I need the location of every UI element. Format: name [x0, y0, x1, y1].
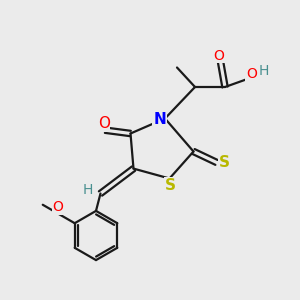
Text: O: O: [214, 49, 224, 62]
Text: H: H: [83, 183, 93, 197]
Text: S: S: [218, 155, 230, 170]
Text: O: O: [98, 116, 110, 131]
Text: O: O: [52, 200, 63, 214]
Text: N: N: [153, 112, 166, 128]
Text: O: O: [246, 67, 257, 81]
Text: S: S: [165, 178, 176, 193]
Text: H: H: [258, 64, 268, 78]
